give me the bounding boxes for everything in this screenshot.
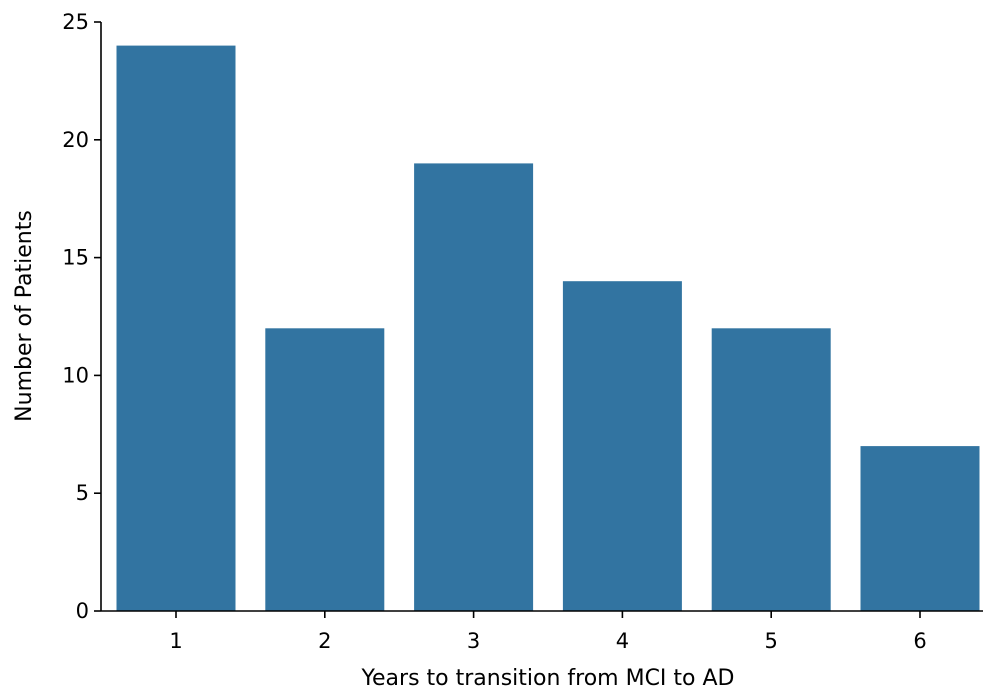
x-axis-ticks: 1 2 3 4 5 6 bbox=[169, 611, 927, 653]
x-tick-label-1: 1 bbox=[169, 629, 182, 653]
y-tick-label-0: 0 bbox=[76, 599, 89, 623]
x-axis-label: Years to transition from MCI to AD bbox=[360, 666, 734, 691]
y-tick-label-5: 5 bbox=[76, 481, 89, 505]
bar-4 bbox=[562, 281, 682, 611]
y-tick-label-20: 20 bbox=[62, 128, 89, 152]
y-axis-label: Number of Patients bbox=[12, 210, 37, 422]
bar-3 bbox=[414, 163, 534, 611]
bar-5 bbox=[711, 328, 831, 611]
y-tick-label-10: 10 bbox=[62, 363, 89, 387]
x-tick-label-2: 2 bbox=[318, 629, 331, 653]
x-tick-label-5: 5 bbox=[765, 629, 778, 653]
bar-6 bbox=[860, 446, 980, 611]
x-tick-label-6: 6 bbox=[913, 629, 926, 653]
x-tick-label-4: 4 bbox=[616, 629, 629, 653]
x-tick-label-3: 3 bbox=[467, 629, 480, 653]
y-tick-label-15: 15 bbox=[62, 246, 89, 270]
bar-2 bbox=[265, 328, 385, 611]
bars-layer bbox=[116, 45, 980, 612]
bar-1 bbox=[116, 45, 236, 612]
y-axis-ticks: 0 5 10 15 20 25 bbox=[62, 10, 101, 623]
y-tick-label-25: 25 bbox=[62, 10, 89, 34]
